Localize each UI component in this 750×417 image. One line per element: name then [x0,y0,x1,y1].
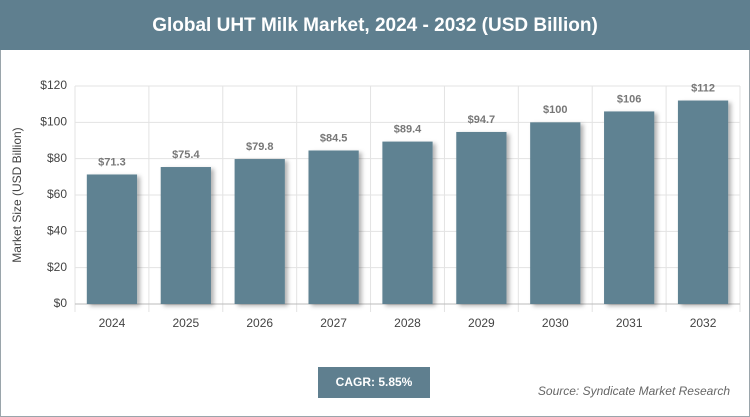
cagr-box [318,367,430,398]
value-label: $75.4 [172,149,200,161]
y-tick-label: $40 [47,224,67,238]
value-label: $79.8 [246,141,274,153]
cagr-label: CAGR: 5.85% [336,375,413,389]
x-tick-label: 2029 [468,316,495,330]
bar [86,174,138,304]
y-axis-title: Market Size (USD Billion) [10,127,24,262]
value-label: $100 [543,104,567,116]
y-tick-label: $80 [47,151,67,165]
x-tick-label: 2032 [690,316,717,330]
value-label: $89.4 [394,123,422,135]
chart-title: Global UHT Milk Market, 2024 - 2032 (USD… [152,15,598,36]
x-tick-label: 2030 [542,316,569,330]
bar [308,150,359,304]
y-tick-label: $120 [40,78,67,92]
bar [530,122,581,304]
y-tick-label: $60 [47,187,67,201]
x-tick-label: 2024 [99,316,126,330]
x-tick-label: 2031 [616,316,643,330]
x-tick-label: 2027 [320,316,347,330]
header [0,0,750,50]
source: Source: Syndicate Market Research [538,384,730,398]
y-tick-label: $100 [40,115,67,129]
bar [160,167,211,304]
bar [604,111,655,304]
x-tick-label: 2025 [172,316,199,330]
value-label: $71.3 [98,156,126,168]
y-tick-label: $0 [54,296,68,310]
value-label: $112 [691,82,715,94]
value-label: $84.5 [320,132,348,144]
y-tick-label: $20 [47,260,67,274]
bar [382,141,433,304]
x-tick-label: 2028 [394,316,421,330]
x-tick-label: 2026 [246,316,273,330]
bar [234,159,285,304]
bar [456,131,507,304]
bar [677,100,729,305]
value-label: $106 [617,93,641,105]
value-label: $94.7 [468,114,496,126]
